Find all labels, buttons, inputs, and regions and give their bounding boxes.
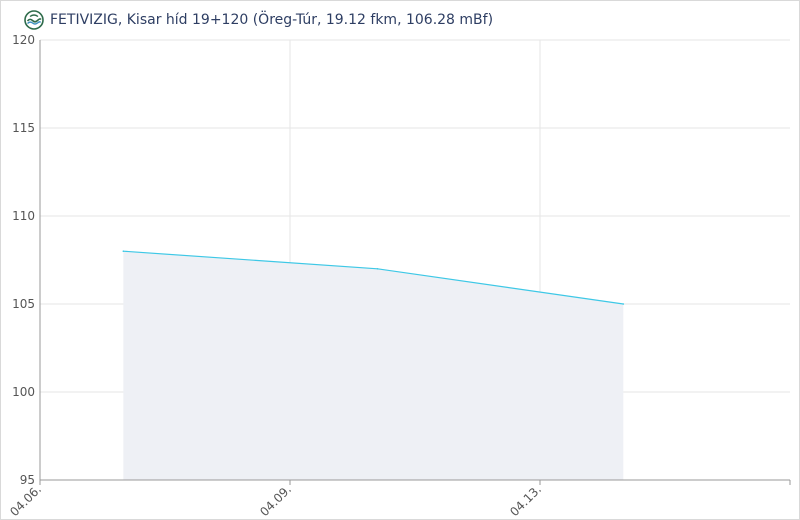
x-tick-label: 04.09. bbox=[257, 482, 294, 519]
y-tick-label: 105 bbox=[12, 297, 35, 311]
y-tick-label: 100 bbox=[12, 385, 35, 399]
chart-axes bbox=[39, 40, 791, 485]
y-tick-label: 120 bbox=[12, 33, 35, 47]
x-tick-label: 04.06. bbox=[7, 482, 44, 519]
chart-header: FETIVIZIG, Kisar híd 19+120 (Öreg-Túr, 1… bbox=[24, 8, 493, 32]
chart-title: FETIVIZIG, Kisar híd 19+120 (Öreg-Túr, 1… bbox=[50, 12, 494, 28]
series-area-fill bbox=[123, 251, 624, 480]
y-tick-label: 115 bbox=[12, 121, 35, 135]
series-area-layer bbox=[122, 250, 625, 480]
data-point bbox=[376, 268, 379, 270]
data-point bbox=[622, 303, 625, 305]
y-tick-label: 95 bbox=[20, 473, 35, 487]
x-tick-labels: 04.06. 04.09. 04.13. bbox=[7, 482, 544, 519]
y-tick-labels: 95 100 105 110 115 120 bbox=[12, 33, 35, 487]
y-tick-label: 110 bbox=[12, 209, 35, 223]
water-wave-logo-icon bbox=[24, 10, 44, 30]
data-point bbox=[122, 250, 125, 252]
x-tick-label: 04.13. bbox=[507, 482, 544, 519]
